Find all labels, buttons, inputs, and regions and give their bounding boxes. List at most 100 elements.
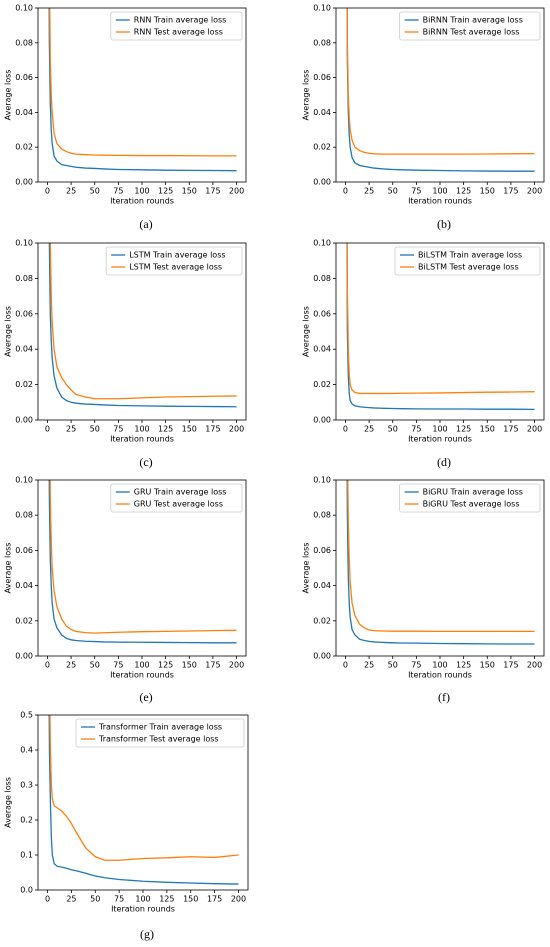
x-tick-label: 0 bbox=[45, 661, 50, 670]
y-axis-label: Average loss bbox=[302, 543, 311, 594]
x-tick-label: 25 bbox=[364, 661, 374, 670]
x-axis-label: Iteration rounds bbox=[408, 197, 472, 206]
x-tick-label: 150 bbox=[480, 661, 495, 670]
legend-label: BiLSTM Test average loss bbox=[418, 263, 519, 272]
y-tick-label: 0.04 bbox=[15, 345, 33, 354]
legend-label: BiLSTM Train average loss bbox=[418, 251, 522, 260]
x-tick-label: 150 bbox=[182, 187, 197, 196]
y-tick-label: 0.1 bbox=[20, 851, 33, 860]
legend-label: BiGRU Train average loss bbox=[423, 488, 523, 497]
x-tick-label: 25 bbox=[66, 661, 76, 670]
y-tick-label: 0.02 bbox=[15, 143, 33, 152]
x-axis-label: Iteration rounds bbox=[408, 435, 472, 444]
y-tick-label: 0.2 bbox=[20, 816, 33, 825]
series-line bbox=[48, 8, 237, 172]
x-tick-label: 0 bbox=[343, 425, 348, 434]
x-tick-label: 125 bbox=[158, 425, 173, 434]
legend-label: GRU Test average loss bbox=[134, 500, 223, 509]
y-axis-label: Average loss bbox=[4, 543, 13, 594]
y-tick-label: 0.04 bbox=[15, 108, 33, 117]
x-tick-label: 200 bbox=[527, 187, 542, 196]
y-tick-label: 0.06 bbox=[15, 73, 33, 82]
y-axis-label: Average loss bbox=[4, 70, 13, 121]
x-tick-label: 100 bbox=[432, 187, 447, 196]
x-tick-label: 0 bbox=[45, 895, 50, 904]
y-tick-label: 0.3 bbox=[20, 781, 33, 790]
legend-box bbox=[110, 483, 243, 513]
x-tick-label: 200 bbox=[527, 425, 542, 434]
y-tick-label: 0.00 bbox=[313, 416, 331, 425]
caption: (d) bbox=[437, 455, 451, 469]
y-tick-label: 0.06 bbox=[313, 309, 331, 318]
legend-box bbox=[110, 11, 243, 41]
x-tick-label: 100 bbox=[432, 425, 447, 434]
y-tick-label: 0.00 bbox=[15, 416, 33, 425]
x-tick-label: 100 bbox=[134, 187, 149, 196]
x-tick-label: 50 bbox=[90, 661, 100, 670]
x-tick-label: 0 bbox=[45, 187, 50, 196]
x-tick-label: 150 bbox=[183, 895, 198, 904]
series-line bbox=[49, 243, 237, 400]
y-tick-label: 0.10 bbox=[313, 476, 331, 485]
x-tick-label: 75 bbox=[114, 895, 124, 904]
x-tick-label: 150 bbox=[182, 425, 197, 434]
x-tick-label: 125 bbox=[456, 425, 471, 434]
legend-box bbox=[399, 483, 541, 513]
legend-label: LSTM Train average loss bbox=[129, 251, 225, 260]
x-tick-label: 50 bbox=[388, 661, 398, 670]
y-axis-label: Average loss bbox=[4, 777, 13, 828]
legend-label: LSTM Test average loss bbox=[129, 263, 222, 272]
x-tick-label: 125 bbox=[456, 187, 471, 196]
x-tick-label: 50 bbox=[388, 425, 398, 434]
series-line bbox=[346, 480, 535, 645]
caption: (a) bbox=[139, 217, 152, 231]
caption: (e) bbox=[139, 690, 152, 704]
x-tick-label: 75 bbox=[411, 187, 421, 196]
legend-box bbox=[394, 246, 541, 276]
x-tick-label: 125 bbox=[159, 895, 174, 904]
x-tick-label: 75 bbox=[411, 425, 421, 434]
x-tick-label: 175 bbox=[205, 187, 220, 196]
x-tick-label: 75 bbox=[113, 425, 123, 434]
x-axis-label: Iteration rounds bbox=[408, 671, 472, 680]
series-line bbox=[346, 243, 535, 411]
series-line bbox=[49, 480, 237, 634]
x-tick-label: 125 bbox=[158, 187, 173, 196]
x-tick-label: 75 bbox=[113, 187, 123, 196]
caption: (b) bbox=[437, 217, 451, 231]
y-tick-label: 0.00 bbox=[313, 652, 331, 661]
x-tick-label: 125 bbox=[158, 661, 173, 670]
legend-label: RNN Train average loss bbox=[134, 16, 227, 25]
y-tick-label: 0.10 bbox=[313, 239, 331, 248]
y-tick-label: 0.08 bbox=[313, 511, 331, 520]
x-tick-label: 100 bbox=[134, 661, 149, 670]
legend-label: Transformer Test average loss bbox=[98, 735, 219, 744]
x-axis-label: Iteration rounds bbox=[110, 435, 174, 444]
x-tick-label: 200 bbox=[527, 661, 542, 670]
legend-label: BiRNN Test average loss bbox=[423, 28, 520, 37]
x-tick-label: 25 bbox=[364, 425, 374, 434]
caption: (c) bbox=[139, 455, 152, 469]
x-tick-label: 100 bbox=[432, 661, 447, 670]
chart-panel: 0 25 50 75 100 125 150 175 200 0.00 0.02 0.04 0.06 0.… bbox=[4, 4, 247, 231]
x-tick-label: 50 bbox=[90, 895, 100, 904]
y-tick-label: 0.08 bbox=[15, 511, 33, 520]
chart-panel: 0 25 50 75 100 125 150 175 200 0.00 0.02 0.04 0.06 0.… bbox=[302, 4, 545, 231]
x-tick-label: 100 bbox=[134, 425, 149, 434]
y-tick-label: 0.06 bbox=[313, 73, 331, 82]
y-tick-label: 0.00 bbox=[313, 178, 331, 187]
y-tick-label: 0.04 bbox=[313, 108, 331, 117]
y-tick-label: 0.06 bbox=[15, 309, 33, 318]
y-tick-label: 0.02 bbox=[15, 616, 33, 625]
y-tick-label: 0.08 bbox=[313, 274, 331, 283]
legend-label: RNN Test average loss bbox=[134, 28, 223, 37]
chart-panel: 0 25 50 75 100 125 150 175 200 0.00 0.02 0.04 0.06 0.… bbox=[4, 239, 247, 469]
x-tick-label: 150 bbox=[480, 425, 495, 434]
y-tick-label: 0.10 bbox=[15, 476, 33, 485]
x-tick-label: 200 bbox=[229, 425, 244, 434]
x-tick-label: 175 bbox=[503, 425, 518, 434]
y-tick-label: 0.04 bbox=[313, 345, 331, 354]
x-tick-label: 0 bbox=[45, 425, 50, 434]
x-tick-label: 200 bbox=[229, 187, 244, 196]
